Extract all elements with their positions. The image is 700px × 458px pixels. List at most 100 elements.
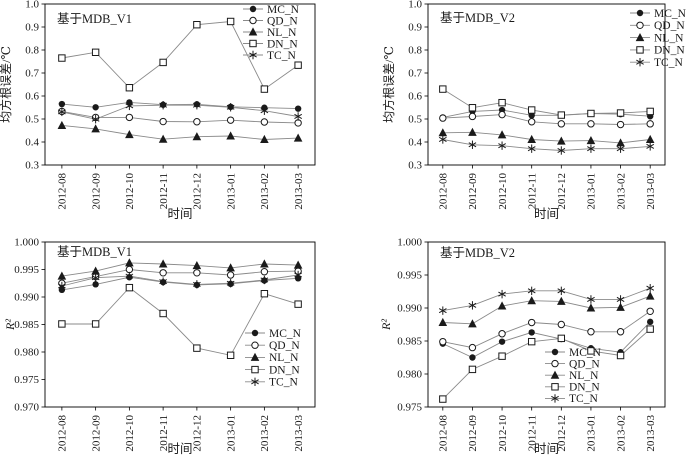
y-tick-label: 0.3 [25, 160, 39, 172]
x-tick-label: 2013-01 [586, 173, 598, 210]
asterisk-marker [498, 291, 506, 297]
x-tick-label: 2013-02 [615, 173, 627, 210]
legend-label: DN_N [569, 382, 600, 394]
triangle-filled-marker [260, 259, 269, 268]
y-axis-label: 均方根误差/℃ [0, 46, 13, 123]
square-open-marker [58, 320, 66, 328]
legend-item-QD_N: QD_N [630, 20, 685, 32]
legend-label: TC_N [654, 57, 683, 69]
y-tick-label: 0.995 [397, 270, 422, 282]
asterisk-marker [636, 59, 644, 65]
series-line-TC_N [442, 287, 651, 312]
asterisk-marker [159, 279, 168, 285]
asterisk-marker [226, 280, 235, 286]
triangle-filled-marker [57, 271, 67, 280]
chart-cell-r2-v1: 0.970 0.975 0.980 0.985 0.990 0.995 1.000 2012-… [0, 229, 350, 458]
series-line-MC_N [61, 101, 299, 110]
triangle-filled-marker [250, 352, 260, 361]
triangle-filled-marker [527, 296, 536, 305]
asterisk-marker [498, 143, 506, 149]
legend-label: TC_N [269, 377, 298, 389]
square-open-marker [91, 320, 100, 328]
triangle-filled-marker [468, 319, 477, 328]
triangle-filled-marker [260, 134, 269, 143]
asterisk-marker [587, 146, 595, 152]
chart-rmse-mdb-v1: 0.3 0.4 0.5 0.6 0.7 0.8 0.9 1.0 2012-08 2012-09 20… [0, 0, 316, 221]
series-markers-TC_N [57, 101, 303, 124]
legend-label: QD_N [569, 358, 600, 370]
legend-item-TC_N: TC_N [243, 50, 296, 62]
circle-filled-marker [58, 100, 66, 108]
square-open-marker [646, 325, 654, 333]
legend-item-DN_N: DN_N [545, 382, 600, 394]
x-tick-label: 2013-03 [293, 415, 305, 452]
legend-item-NL_N: NL_N [245, 352, 299, 364]
legend-item-QD_N: QD_N [545, 358, 600, 370]
series-line-TC_N [61, 274, 299, 287]
x-tick-label: 2012-11 [158, 415, 170, 451]
legend-item-TC_N: TC_N [630, 57, 683, 69]
y-tick-label: 0.985 [14, 319, 39, 331]
square-open-marker [587, 347, 595, 355]
x-tick-label: 2012-08 [57, 173, 69, 210]
x-tick-label: 2012-09 [90, 173, 102, 210]
circle-filled-marker [646, 318, 654, 326]
square-open-marker [616, 351, 625, 360]
triangle-filled-marker [645, 291, 655, 300]
chart-r2-mdb-v2: 0.975 0.980 0.985 0.990 0.995 1.000 2012-08 201… [379, 237, 666, 456]
y-tick-label: 1.0 [25, 0, 39, 11]
legend: MC_NQD_NNL_NDN_NTC_N [243, 4, 300, 62]
y-tick-label: 0.980 [14, 347, 39, 359]
square-open-marker [294, 300, 302, 308]
triangle-filled-marker [192, 261, 202, 270]
square-open-marker [58, 54, 66, 62]
triangle-filled-marker [91, 124, 100, 133]
series-markers-DN_N [439, 85, 654, 119]
y-tick-label: 1.000 [397, 237, 422, 249]
y-tick-label: 0.5 [408, 114, 422, 126]
circle-open-marker [439, 114, 447, 122]
chart-title: 基于MDB_V2 [440, 246, 515, 260]
circle-filled-marker [92, 281, 99, 288]
asterisk-marker [616, 146, 625, 152]
circle-filled-marker [294, 105, 302, 112]
legend-item-MC_N: MC_N [245, 328, 302, 340]
legend-item-NL_N: NL_N [243, 27, 297, 39]
series-line-DN_N [442, 88, 651, 116]
x-tick-label: 2012-12 [192, 173, 204, 210]
legend-label: QD_N [269, 340, 300, 352]
circle-open-marker [468, 343, 477, 352]
chart-title: 基于MDB_V2 [440, 11, 515, 25]
square-open-marker [468, 365, 477, 374]
x-tick-label: 2013-01 [225, 173, 237, 210]
series-line-DN_N [442, 328, 651, 400]
x-tick-label: 2012-12 [192, 415, 204, 452]
x-tick-label: 2012-12 [556, 173, 568, 210]
asterisk-marker [527, 146, 536, 152]
legend-label: NL_N [267, 27, 297, 39]
triangle-filled-marker [293, 133, 303, 142]
series-markers-NL_N [57, 120, 303, 143]
legend-item-NL_N: NL_N [545, 370, 599, 382]
series-line-NL_N [61, 262, 299, 277]
square-open-marker [125, 84, 134, 92]
triangle-filled-marker [645, 134, 655, 143]
triangle-filled-marker [192, 132, 202, 141]
asterisk-marker [646, 143, 655, 149]
triangle-filled-marker [616, 302, 625, 311]
asterisk-marker [226, 104, 235, 110]
triangle-filled-marker [557, 296, 566, 305]
series-line-MC_N [442, 321, 651, 359]
asterisk-marker [438, 136, 447, 143]
square-open-marker [125, 283, 134, 292]
y-tick-label: 0.9 [25, 22, 39, 34]
y-tick-label: 0.980 [397, 369, 422, 381]
y-tick-label: 0.8 [25, 45, 39, 57]
x-tick-label: 2012-08 [438, 173, 450, 210]
x-tick-label: 2012-09 [467, 415, 479, 452]
series-markers-DN_N [58, 283, 302, 359]
circle-open-marker [249, 16, 257, 25]
square-open-marker [439, 85, 447, 93]
legend-item-MC_N: MC_N [630, 8, 687, 20]
y-tick-label: 0.4 [408, 137, 422, 149]
